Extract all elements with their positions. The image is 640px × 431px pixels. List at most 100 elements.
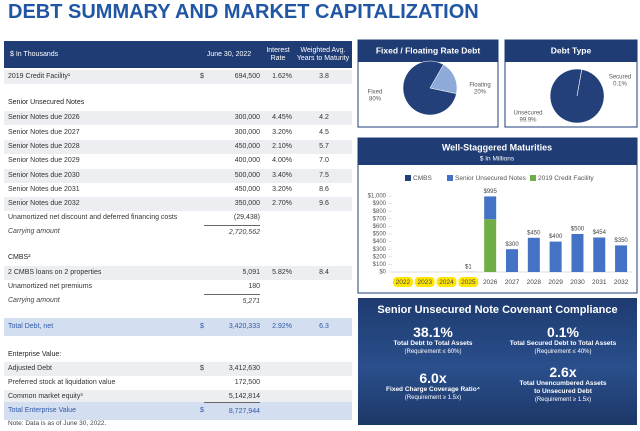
row-label: Senior Notes due 2028 (8, 143, 80, 150)
y-tick-label: $300 (373, 247, 387, 253)
row-label: CMBS² (8, 254, 31, 261)
table-row: CMBS² (4, 251, 352, 265)
highlight (458, 277, 479, 287)
page-title: DEBT SUMMARY AND MARKET CAPITALIZATION (8, 1, 479, 23)
amount: 694,500 (234, 73, 260, 80)
table-row: Senior Notes due 2030 500,000 3.40% 7.5 (4, 169, 352, 183)
years: 7.0 (319, 157, 329, 164)
currency: $ (200, 323, 204, 330)
bar-segment (593, 237, 606, 272)
table-row: Senior Unsecured Notes (4, 96, 352, 110)
table-row: Carrying amount 5,271 (4, 294, 352, 308)
legend-swatch (530, 175, 536, 181)
years: 5.7 (319, 143, 329, 150)
total-label: $350 (614, 238, 628, 244)
row-label: 2 CMBS loans on 2 properties (8, 269, 102, 276)
table-row: Senior Notes due 2027 300,000 3.20% 4.5 (4, 126, 352, 140)
covenant-item: 2.6x Total Unencumbered Assets to Unsecur… (498, 364, 628, 404)
covenant-value: 6.0x (419, 370, 447, 386)
total-label: $995 (484, 189, 498, 195)
years: 9.6 (319, 200, 329, 207)
row-label: Senior Notes due 2026 (8, 114, 80, 121)
row-label: Adjusted Debt (8, 365, 52, 372)
panel-header (358, 40, 498, 62)
legend-label: CMBS (413, 175, 432, 182)
pie-slice (429, 64, 458, 94)
row-label: Carrying amount (8, 228, 60, 235)
amount: 3,420,333 (228, 323, 260, 330)
covenant-label: Total Debt to Total Assets (393, 340, 473, 347)
x-tick-label: 2026 (483, 279, 498, 286)
covenant-label: Total Secured Debt to Total Assets (509, 340, 617, 347)
column-header: Weighted Avg. Years to Maturity (296, 46, 350, 62)
x-tick-label: 2028 (527, 279, 542, 286)
covenant-requirement: (Requirement ≤ 60%) (404, 349, 462, 355)
total-label: $454 (593, 230, 607, 236)
x-tick-label: 2032 (614, 279, 629, 286)
covenant-value: 38.1% (413, 324, 453, 340)
rate: 2.70% (272, 200, 292, 207)
y-tick-label: $700 (373, 216, 387, 222)
currency: $ (200, 407, 204, 414)
y-tick-label: $100 (373, 262, 387, 268)
table-row: Senior Notes due 2032 350,000 2.70% 9.6 (4, 197, 352, 211)
y-tick-label: $800 (373, 209, 387, 215)
table-row: Senior Notes due 2029 400,000 4.00% 7.0 (4, 154, 352, 168)
table-row: 2019 Credit Facility¹ $694,500 1.62% 3.8 (4, 70, 352, 84)
highlight (436, 277, 457, 287)
bar-segment (484, 196, 497, 220)
column-header: $ In Thousands (10, 50, 59, 58)
amount: (29,438) (233, 214, 260, 221)
row-label: Unamortized net premiums (8, 283, 93, 290)
row-label: Senior Notes due 2031 (8, 186, 80, 193)
y-tick-label: $600 (373, 224, 387, 230)
amount: 350,000 (234, 200, 260, 207)
row-label: Senior Notes due 2029 (8, 157, 80, 164)
column-header: Interest Rate (266, 46, 290, 62)
chart-title: Fixed / Floating Rate Debt (376, 45, 481, 55)
covenant-panel: Senior Unsecured Note Covenant Complianc… (358, 298, 637, 425)
y-tick-label: $900 (373, 201, 387, 207)
slice-value: 0.1% (613, 82, 627, 88)
row-label: Common market equity³ (8, 393, 83, 400)
table-header: $ In Thousands June 30, 2022 Interest Rate… (4, 41, 352, 68)
rate: 4.00% (272, 157, 292, 164)
total-label: $400 (549, 234, 563, 240)
covenant-requirement: (Requirement ≥ 1.5x) (404, 395, 462, 401)
total-label: $1 (465, 265, 472, 271)
bar-segment (506, 249, 518, 272)
amount: 400,000 (234, 157, 260, 164)
currency: $ (200, 73, 204, 80)
x-tick-label: 2022 (396, 279, 411, 286)
bar-segment (484, 219, 497, 272)
row-label: Senior Unsecured Notes (8, 99, 85, 106)
x-tick-label: 2030 (570, 279, 585, 286)
currency: $ (200, 365, 204, 372)
bar-segment (615, 245, 628, 272)
table-row: Senior Notes due 2028 450,000 2.10% 5.7 (4, 140, 352, 154)
covenant-item: 0.1% Total Secured Debt to Total Assets (R… (498, 324, 628, 356)
total-label: $450 (527, 230, 541, 236)
table-row: Unamortized net premiums 180 (4, 280, 352, 294)
panel-header (505, 40, 637, 62)
row-label: Senior Notes due 2027 (8, 129, 80, 136)
table-row: Total Enterprise Value $8,727,944 (4, 402, 352, 420)
amount: 5,142,814 (228, 393, 260, 400)
total-label: $500 (571, 227, 585, 233)
table-row: 2 CMBS loans on 2 properties 5,091 5.82% 8.… (4, 266, 352, 280)
x-tick-label: 2027 (505, 279, 520, 286)
slice-label: Floating (469, 83, 490, 89)
highlight (414, 277, 435, 287)
legend-label: Senior Unsecured Notes (455, 175, 527, 182)
amount: 3,412,630 (228, 365, 260, 372)
row-label: Preferred stock at liquidation value (8, 379, 116, 386)
rate: 1.62% (272, 73, 292, 80)
legend-label: 2019 Credit Facility (538, 175, 594, 182)
covenant-requirement: (Requirement ≥ 1.5x) (534, 397, 592, 403)
row-label: Unamortized net discount and deferred fi… (8, 214, 178, 221)
y-tick-label: $1,000 (368, 194, 387, 200)
amount: 450,000 (234, 186, 260, 193)
note: Note: Data is as of June 30, 2022. (8, 420, 107, 427)
slice-label: Fixed (368, 90, 383, 96)
row-label: Total Debt, net (8, 323, 54, 330)
